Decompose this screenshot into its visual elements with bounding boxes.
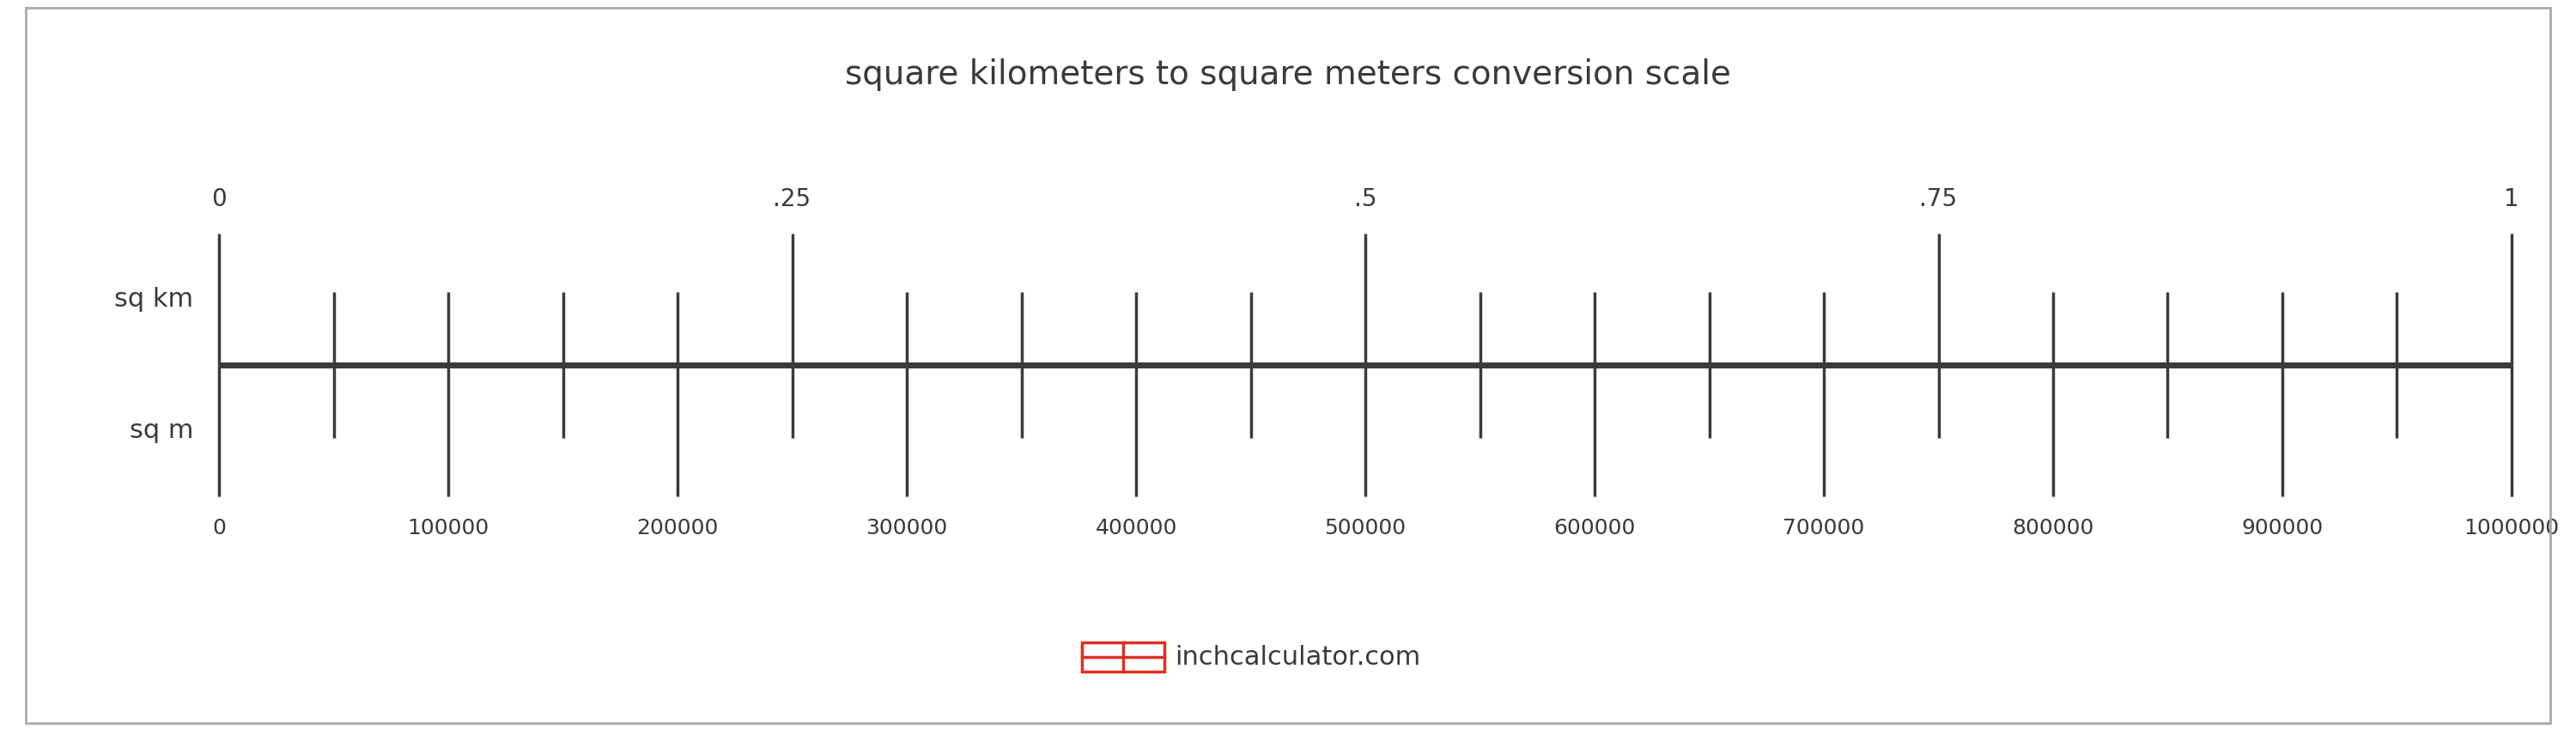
Text: sq m: sq m	[129, 418, 193, 443]
Text: 600000: 600000	[1553, 518, 1636, 539]
Text: sq km: sq km	[113, 287, 193, 312]
Bar	[1082, 642, 1164, 672]
Text: square kilometers to square meters conversion scale: square kilometers to square meters conve…	[845, 58, 1731, 91]
Text: .75: .75	[1919, 188, 1958, 212]
Text: .5: .5	[1355, 188, 1376, 212]
Text: .25: .25	[773, 188, 811, 212]
Text: inchcalculator.com: inchcalculator.com	[1175, 645, 1419, 669]
Text: 700000: 700000	[1783, 518, 1865, 539]
Text: 1: 1	[2504, 188, 2519, 212]
Text: 1000000: 1000000	[2463, 518, 2561, 539]
Text: 0: 0	[211, 188, 227, 212]
Text: 900000: 900000	[2241, 518, 2324, 539]
Text: 800000: 800000	[2012, 518, 2094, 539]
Text: 300000: 300000	[866, 518, 948, 539]
Text: 400000: 400000	[1095, 518, 1177, 539]
Text: 0: 0	[211, 518, 227, 539]
Text: 500000: 500000	[1324, 518, 1406, 539]
Text: 100000: 100000	[407, 518, 489, 539]
Text: 200000: 200000	[636, 518, 719, 539]
